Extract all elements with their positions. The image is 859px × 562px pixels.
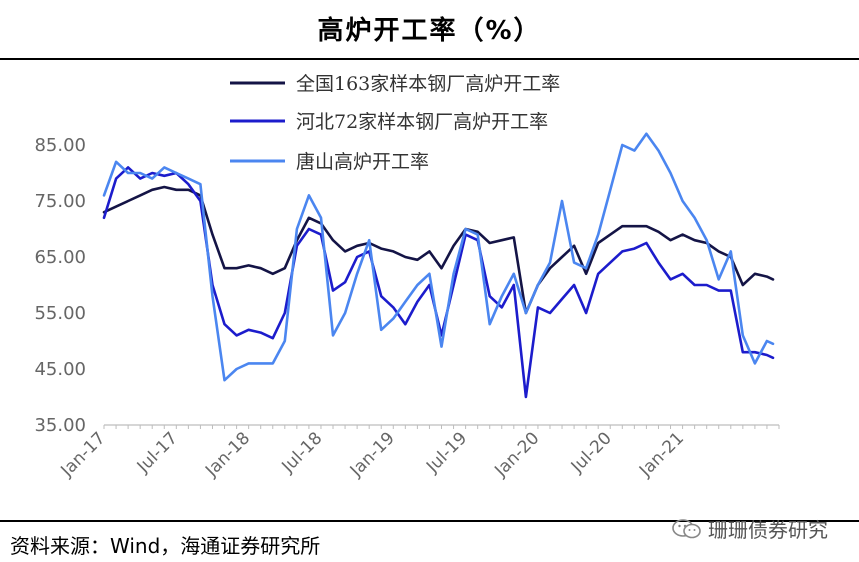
x-tick-label: Jan-21: [635, 428, 688, 481]
series-lines: [102, 132, 775, 399]
y-tick-label: 85.00: [34, 135, 86, 156]
series-line-3: [102, 132, 775, 382]
series-line-1: [102, 185, 775, 315]
wechat-icon: [672, 518, 701, 538]
watermark-text: 珊珊债券研究: [708, 518, 828, 542]
legend-label-3: 唐山高炉开工率: [296, 151, 429, 173]
x-tick-label: Jan-17: [57, 428, 110, 481]
x-tick-label: Jan-20: [490, 428, 543, 481]
chart-title: 高炉开工率（%）: [317, 16, 542, 46]
source-note: 资料来源：Wind，海通证券研究所: [10, 534, 321, 558]
y-tick-label: 65.00: [34, 247, 86, 268]
x-tick-label: Jul-18: [278, 428, 327, 477]
x-tick-label: Jan-19: [346, 428, 399, 481]
x-tick-label: Jul-19: [422, 428, 471, 477]
x-tick-label: Jul-17: [133, 428, 182, 477]
y-tick-label: 35.00: [34, 415, 86, 436]
x-axis: Jan-17 Jul-17 Jan-18 Jul-18 Jan-19 Jul-19 Jan-…: [57, 424, 780, 481]
watermark: 珊珊债券研究: [672, 514, 828, 543]
y-axis: 85.00 75.00 65.00 55.00 45.00 35.00: [34, 135, 86, 436]
y-tick-label: 55.00: [34, 303, 86, 324]
legend-label-2: 河北72家样本钢厂高炉开工率: [296, 111, 548, 133]
x-tick-label: Jan-18: [201, 428, 254, 481]
y-tick-label: 75.00: [34, 191, 86, 212]
x-tick-label: Jul-20: [567, 428, 616, 477]
series-line-2: [102, 166, 775, 399]
title-rule: [0, 58, 859, 60]
y-tick-label: 45.00: [34, 359, 86, 380]
source-rule: [0, 520, 859, 522]
legend-label-1: 全国163家样本钢厂高炉开工率: [296, 73, 560, 95]
